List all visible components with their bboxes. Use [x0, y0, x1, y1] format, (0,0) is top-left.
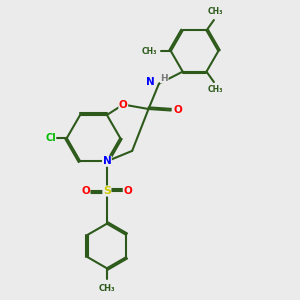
- Text: O: O: [119, 100, 128, 110]
- Text: CH₃: CH₃: [208, 85, 223, 94]
- Text: O: O: [124, 186, 133, 196]
- Text: O: O: [174, 106, 183, 116]
- Text: N: N: [146, 77, 155, 87]
- Text: N: N: [103, 156, 111, 166]
- Text: S: S: [103, 186, 111, 196]
- Text: O: O: [81, 186, 90, 196]
- Text: CH₃: CH₃: [141, 46, 157, 56]
- Text: CH₃: CH₃: [208, 8, 223, 16]
- Text: H: H: [160, 74, 168, 83]
- Text: Cl: Cl: [45, 133, 56, 143]
- Text: CH₃: CH₃: [99, 284, 115, 293]
